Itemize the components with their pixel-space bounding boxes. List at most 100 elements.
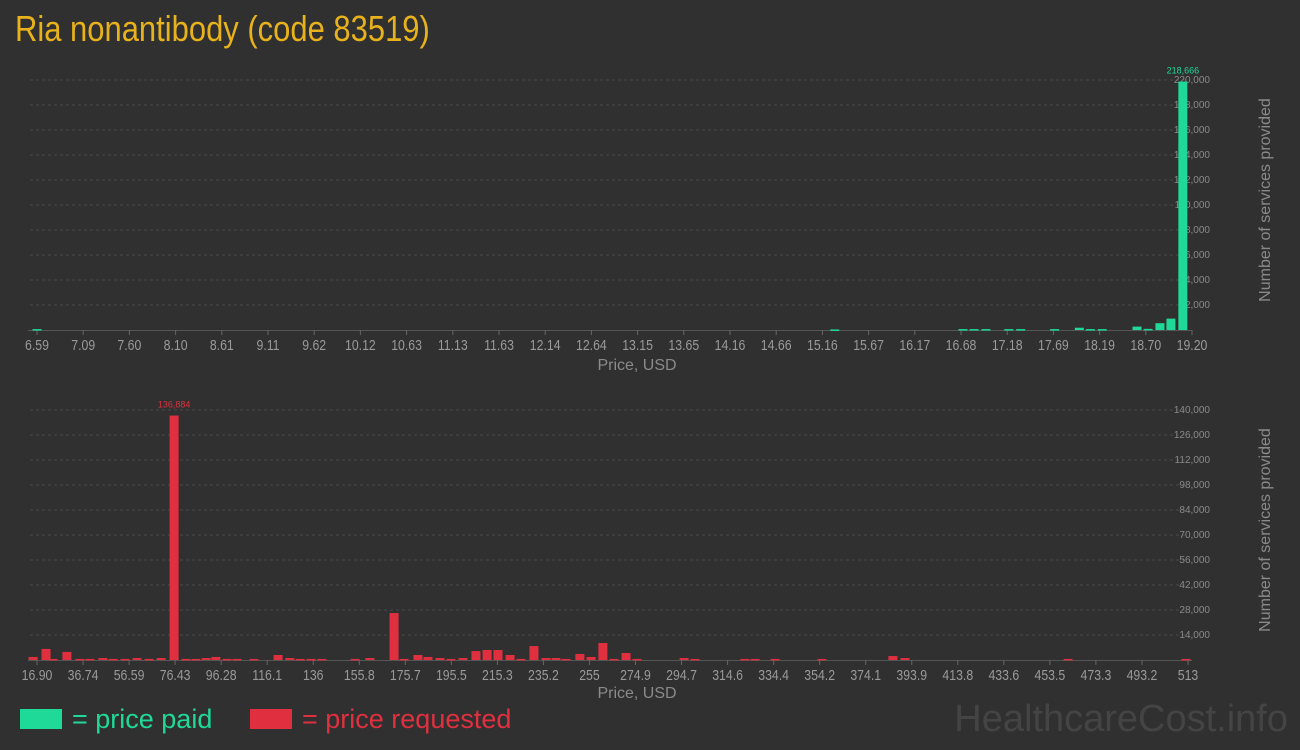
y-tick-label: 42,000 [1179, 580, 1210, 591]
page-title: Ria nonantibody (code 83519) [15, 8, 430, 49]
bar [541, 658, 551, 660]
bar [679, 658, 689, 660]
bar [586, 656, 596, 660]
peak-value-label: 136,884 [158, 400, 191, 410]
bar [317, 658, 327, 661]
bar [48, 658, 58, 661]
x-tick-label: 17.18 [992, 337, 1023, 353]
x-tick-label: 8.61 [210, 337, 234, 353]
bar [505, 655, 515, 660]
x-tick-label: 12.14 [530, 337, 561, 353]
bar [98, 658, 108, 660]
bar [740, 658, 750, 661]
bar [981, 329, 991, 331]
bar [900, 658, 910, 660]
x-tick-label: 136 [303, 667, 324, 683]
x-tick-label: 13.15 [622, 337, 653, 353]
bar [458, 658, 468, 660]
y-axis-title: Number of services provided [1257, 98, 1274, 302]
x-tick-label: 175.7 [390, 667, 421, 683]
bar [144, 658, 154, 661]
x-tick-label: 10.63 [391, 337, 422, 353]
bar [830, 329, 840, 331]
bar [108, 658, 118, 661]
x-tick-label: 56.59 [114, 667, 145, 683]
bar [1132, 326, 1142, 330]
y-tick-label: 110,000 [1175, 200, 1211, 211]
bar [413, 655, 423, 660]
bar [516, 658, 526, 661]
bar [120, 658, 130, 661]
x-tick-label: 13.65 [668, 337, 699, 353]
x-tick-label: 8.10 [164, 337, 188, 353]
x-tick-label: 116.1 [252, 667, 282, 683]
bar [201, 658, 211, 660]
bar [423, 656, 433, 660]
x-tick-label: 36.74 [68, 667, 99, 683]
x-tick-label: 17.69 [1038, 337, 1069, 353]
bar [181, 658, 191, 661]
bar [561, 658, 571, 661]
x-tick-label: 354.2 [804, 667, 835, 683]
x-tick-label: 14.66 [761, 337, 792, 353]
x-tick-label: 334.4 [758, 667, 789, 683]
bar [285, 658, 295, 660]
bar [575, 653, 585, 660]
y-tick-label: 198,000 [1174, 100, 1211, 111]
x-tick-label: 11.63 [484, 337, 514, 353]
x-tick-label: 493.2 [1127, 667, 1158, 683]
x-tick-label: 96.28 [206, 667, 237, 683]
x-tick-label: 235.2 [528, 667, 559, 683]
y-tick-label: 22,000 [1179, 300, 1210, 311]
x-tick-label: 294.7 [666, 667, 697, 683]
x-tick-label: 12.64 [576, 337, 607, 353]
x-tick-label: 16.68 [946, 337, 977, 353]
bar [435, 658, 445, 660]
x-tick-label: 255 [579, 667, 600, 683]
bar [132, 658, 142, 660]
y-tick-label: 126,000 [1174, 430, 1211, 441]
bar [169, 415, 179, 660]
x-tick-label: 7.09 [71, 337, 95, 353]
x-tick-label: 16.17 [899, 337, 930, 353]
bar [482, 650, 492, 660]
bar [1155, 323, 1165, 330]
x-tick-label: 18.19 [1084, 337, 1115, 353]
bar [85, 658, 95, 661]
bar [888, 656, 898, 660]
bar [399, 658, 409, 661]
x-tick-label: 11.13 [438, 337, 468, 353]
bar [350, 658, 360, 661]
bar [273, 655, 283, 660]
y-tick-label: 66,000 [1179, 250, 1210, 261]
bar [32, 329, 42, 331]
bar [529, 646, 539, 660]
bar [1063, 658, 1073, 661]
x-tick-label: 14.16 [715, 337, 746, 353]
bar [1004, 329, 1014, 331]
legend-label-requested: = price requested [302, 703, 512, 734]
bar [690, 658, 700, 661]
bar [551, 658, 561, 660]
x-tick-label: 314.6 [712, 667, 743, 683]
x-tick-label: 18.70 [1130, 337, 1161, 353]
bar [632, 658, 642, 661]
bar [295, 658, 305, 661]
bar [969, 329, 979, 331]
x-tick-label: 15.16 [807, 337, 838, 353]
bar [621, 653, 631, 660]
x-tick-label: 19.20 [1177, 337, 1208, 353]
x-tick-label: 6.59 [25, 337, 49, 353]
bar [62, 651, 72, 660]
bar [471, 651, 481, 660]
bar [817, 658, 827, 661]
y-tick-label: 154,000 [1174, 150, 1211, 161]
peak-value-label: 218,666 [1167, 66, 1200, 76]
bar [958, 329, 968, 331]
x-tick-label: 16.90 [22, 667, 53, 683]
bar [598, 643, 608, 660]
legend-label-paid: = price paid [72, 703, 213, 734]
x-tick-label: 9.11 [256, 337, 279, 353]
x-tick-label: 215.3 [482, 667, 513, 683]
y-tick-label: 56,000 [1179, 555, 1210, 566]
